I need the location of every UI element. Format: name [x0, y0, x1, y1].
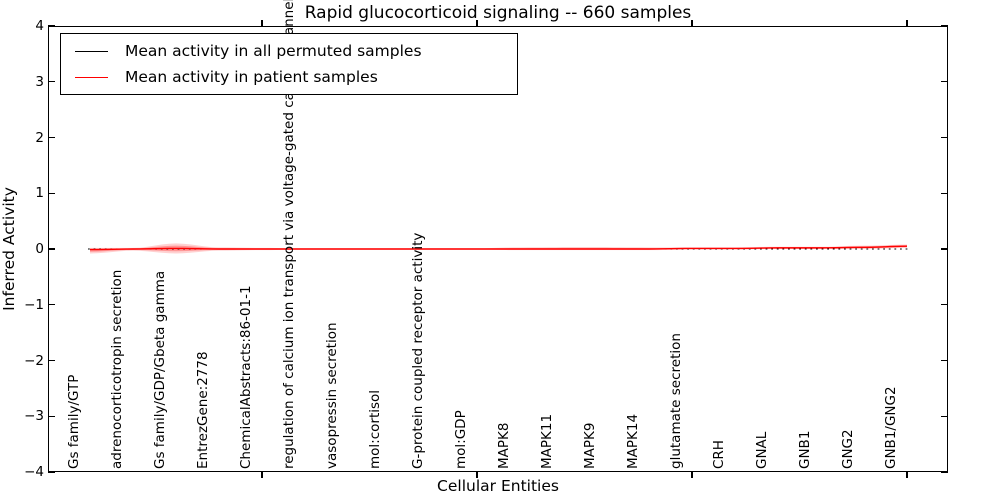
chart-title: Rapid glucocorticoid signaling -- 660 sa… [304, 3, 692, 23]
y-tick-mark [941, 359, 948, 362]
x-tick-label: GNB1 [797, 430, 813, 469]
x-tick-label: GNAL [754, 431, 770, 469]
x-tick-mark [691, 20, 693, 26]
y-tick-mark [48, 415, 55, 417]
y-tick-label: −2 [24, 352, 44, 369]
y-tick-label: −1 [24, 296, 44, 313]
legend-item-permuted: Mean activity in all permuted samples [61, 38, 517, 64]
x-tick-label: adrenocorticotropin secretion [109, 269, 125, 469]
x-tick-mark [906, 472, 908, 478]
y-tick-mark [48, 471, 55, 473]
y-tick-label: −3 [24, 408, 44, 425]
x-tick-label: G-protein coupled receptor activity [410, 232, 426, 469]
legend-item-patient: Mean activity in patient samples [61, 64, 517, 90]
red-line-sample [75, 76, 108, 78]
x-tick-label: glutamate secretion [668, 333, 684, 469]
x-tick-label: MAPK11 [539, 413, 555, 469]
y-tick-mark [941, 471, 948, 473]
y-tick-mark [48, 304, 55, 306]
y-tick-label: 2 [35, 129, 44, 146]
x-tick-label: MAPK8 [496, 422, 512, 469]
y-tick-mark [941, 248, 948, 250]
y-tick-mark [941, 136, 948, 139]
y-tick-label: 0 [35, 241, 44, 257]
x-tick-label: mol:cortisol [367, 389, 383, 469]
x-tick-label: mol:GDP [453, 410, 469, 469]
y-tick-mark [48, 359, 55, 362]
legend-label: Mean activity in all permuted samples [125, 42, 422, 60]
x-tick-label: Gs family/GTP [66, 374, 82, 469]
y-tick-mark [48, 81, 55, 83]
y-tick-label: 1 [35, 185, 44, 202]
y-tick-mark [941, 192, 948, 194]
legend-label: Mean activity in patient samples [125, 68, 378, 86]
x-tick-label: CRH [711, 440, 727, 469]
black-line-sample [75, 50, 108, 52]
x-tick-mark [476, 20, 478, 26]
y-tick-mark [941, 415, 948, 417]
x-tick-label: vasopressin secretion [324, 322, 340, 469]
y-tick-mark [48, 25, 55, 27]
x-tick-label: MAPK14 [625, 413, 641, 469]
patient-mean-line [89, 245, 908, 251]
x-tick-label: EntrezGene:2778 [195, 351, 211, 469]
x-tick-mark [476, 472, 478, 478]
y-tick-label: 3 [35, 73, 44, 90]
x-tick-mark [261, 20, 263, 26]
y-tick-label: −4 [24, 464, 44, 480]
legend: Mean activity in all permuted samples Me… [60, 33, 518, 95]
x-tick-label: ChemicalAbstracts:86-01-1 [238, 285, 254, 469]
y-tick-label: 4 [35, 18, 44, 34]
y-tick-mark [941, 81, 948, 83]
y-tick-mark [48, 248, 55, 250]
y-tick-mark [48, 192, 55, 194]
y-tick-mark [941, 304, 948, 306]
x-tick-label: GNB1/GNG2 [883, 386, 899, 469]
y-tick-mark [941, 25, 948, 27]
y-tick-mark [48, 136, 55, 139]
x-tick-label: Gs family/GDP/Gbeta gamma [152, 270, 168, 469]
x-tick-mark [906, 20, 908, 26]
x-tick-label: MAPK9 [582, 422, 598, 469]
x-tick-mark [261, 472, 263, 478]
x-tick-label: GNG2 [840, 429, 856, 469]
x-axis-label: Cellular Entities [437, 477, 559, 495]
x-tick-mark [691, 472, 693, 478]
